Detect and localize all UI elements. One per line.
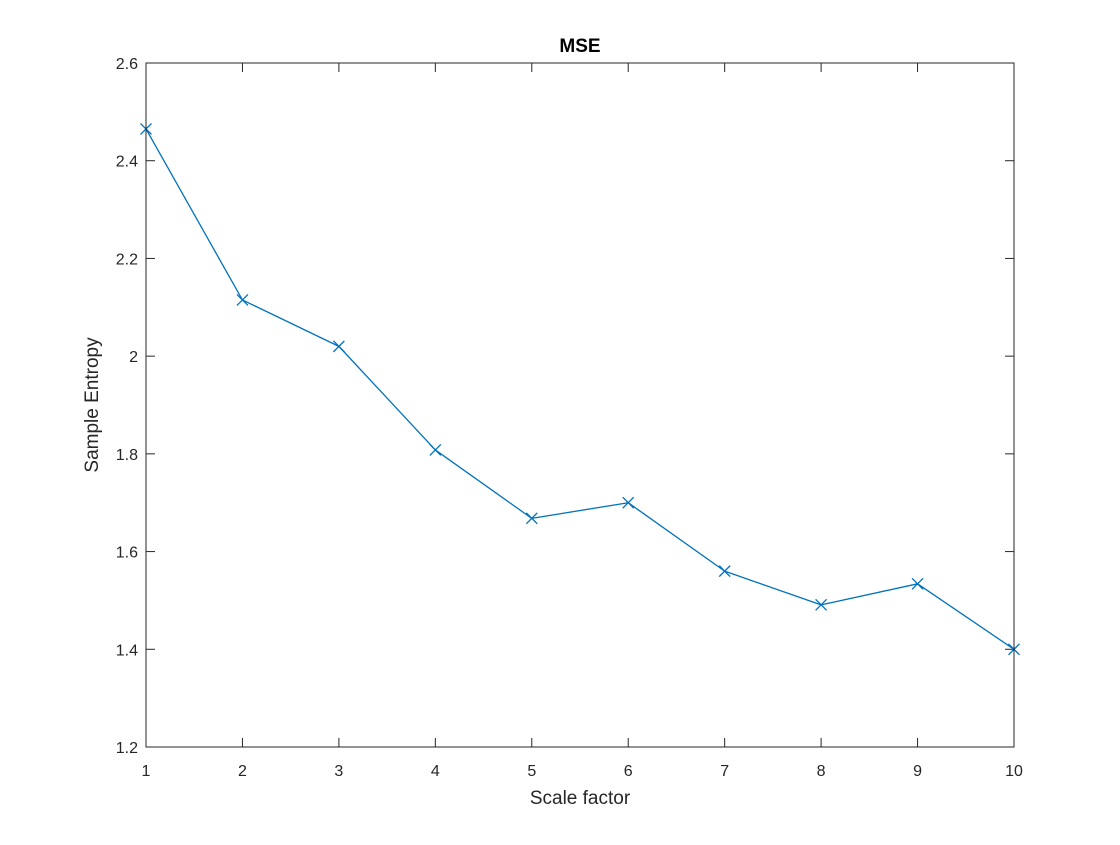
data-point-marker: [622, 496, 635, 509]
series-layer: [140, 122, 1020, 656]
y-tick-label: 2.6: [116, 56, 138, 73]
y-tick-label: 2.2: [116, 251, 138, 268]
data-point-marker: [429, 443, 442, 456]
y-axis-label: Sample Entropy: [82, 337, 103, 473]
plot-box: [145, 62, 1015, 748]
series-line: [145, 128, 1015, 650]
data-point-marker: [718, 565, 731, 578]
y-axis-ticks: 1.2 1.4 1.6 1.8 2 2.2 2.4 2.6: [116, 56, 1014, 757]
x-tick-label: 3: [334, 763, 343, 780]
x-tick-label: 4: [431, 763, 440, 780]
x-tick-label: 6: [624, 763, 633, 780]
x-tick-label: 10: [1005, 763, 1023, 780]
y-tick-label: 1.6: [116, 545, 138, 562]
x-tick-label: 1: [142, 763, 151, 780]
x-axis-ticks: 1 2 3 4 5 6 7 8 9 10: [142, 63, 1023, 780]
y-tick-label: 2: [129, 349, 138, 366]
x-tick-label: 7: [720, 763, 729, 780]
x-tick-label: 2: [238, 763, 247, 780]
y-tick-label: 1.8: [116, 447, 138, 464]
data-point-marker: [332, 340, 345, 353]
data-point-marker: [911, 577, 924, 590]
data-point-marker: [815, 598, 828, 611]
x-axis-label: Scale factor: [530, 788, 631, 809]
x-tick-label: 9: [913, 763, 922, 780]
chart-title: MSE: [559, 36, 600, 57]
data-point-marker: [236, 293, 249, 306]
plot-area: [146, 63, 1014, 747]
y-tick-label: 1.4: [116, 642, 138, 659]
y-tick-label: 2.4: [116, 154, 138, 171]
x-tick-label: 8: [817, 763, 826, 780]
y-tick-label: 1.2: [116, 740, 138, 757]
data-point-marker: [525, 512, 538, 525]
x-tick-label: 5: [527, 763, 536, 780]
